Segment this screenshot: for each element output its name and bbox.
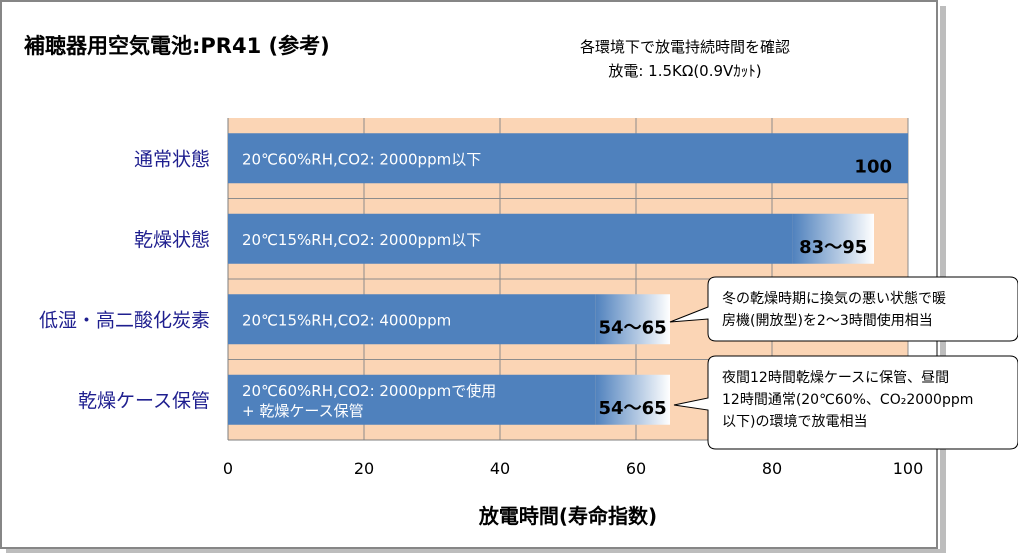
bar-range — [792, 213, 874, 264]
x-tick-label: 80 — [762, 459, 782, 478]
x-tick-label: 100 — [893, 459, 924, 478]
callout-text: 冬の乾燥時期に換気の悪い状態で暖 — [722, 291, 946, 307]
chart-frame-shadow-bottom — [6, 549, 946, 553]
x-axis-title: 放電時間(寿命指数) — [478, 504, 658, 528]
callout-box — [669, 276, 1018, 342]
category-label: 乾燥ケース保管 — [78, 390, 210, 412]
category-label: 低湿・高二酸化炭素 — [39, 309, 210, 331]
bar-condition-text: 20℃15%RH,CO2: 4000ppm — [242, 311, 451, 329]
bar — [228, 213, 793, 264]
bar-condition-text: 20℃60%RH,CO2: 2000ppmで使用 — [242, 382, 496, 400]
bar-value-label: 83～95 — [799, 237, 867, 258]
callout-text: 房機(開放型)を2～3時間使用相当 — [722, 312, 933, 329]
bar-value-label: 100 — [854, 156, 892, 177]
callout-box — [673, 355, 1018, 450]
bar-value-label: 54～65 — [599, 398, 667, 419]
x-tick-label: 0 — [223, 459, 233, 478]
x-tick-label: 40 — [490, 459, 510, 478]
x-tick-label: 20 — [354, 459, 374, 478]
bar-condition-text: + 乾燥ケース保管 — [242, 402, 364, 420]
callout-text: 夜間12時間乾燥ケースに保管、昼間 — [722, 370, 949, 386]
bar-range — [595, 294, 670, 345]
bar-condition-text: 20℃15%RH,CO2: 2000ppm以下 — [242, 231, 481, 249]
category-label: 通常状態 — [134, 148, 210, 170]
callout-text: 12時間通常(20℃60%、CO₂2000ppm — [722, 392, 973, 408]
callout-text: 以下)の環境で放電相当 — [722, 414, 867, 430]
discharge-condition-note: 放電: 1.5KΩ(0.9Vｶｯﾄ) — [608, 62, 762, 80]
bar-range — [595, 374, 670, 425]
category-label: 乾燥状態 — [134, 229, 210, 251]
chart-title: 補聴器用空気電池:PR41 (参考) — [24, 34, 330, 58]
bar-condition-text: 20℃60%RH,CO2: 2000ppm以下 — [242, 150, 481, 168]
bar — [228, 294, 596, 345]
x-tick-label: 60 — [626, 459, 646, 478]
bar — [228, 374, 596, 425]
bar-value-label: 54～65 — [599, 317, 667, 338]
bar — [228, 133, 908, 184]
test-condition-note: 各環境下で放電持続時間を確認 — [579, 38, 790, 56]
